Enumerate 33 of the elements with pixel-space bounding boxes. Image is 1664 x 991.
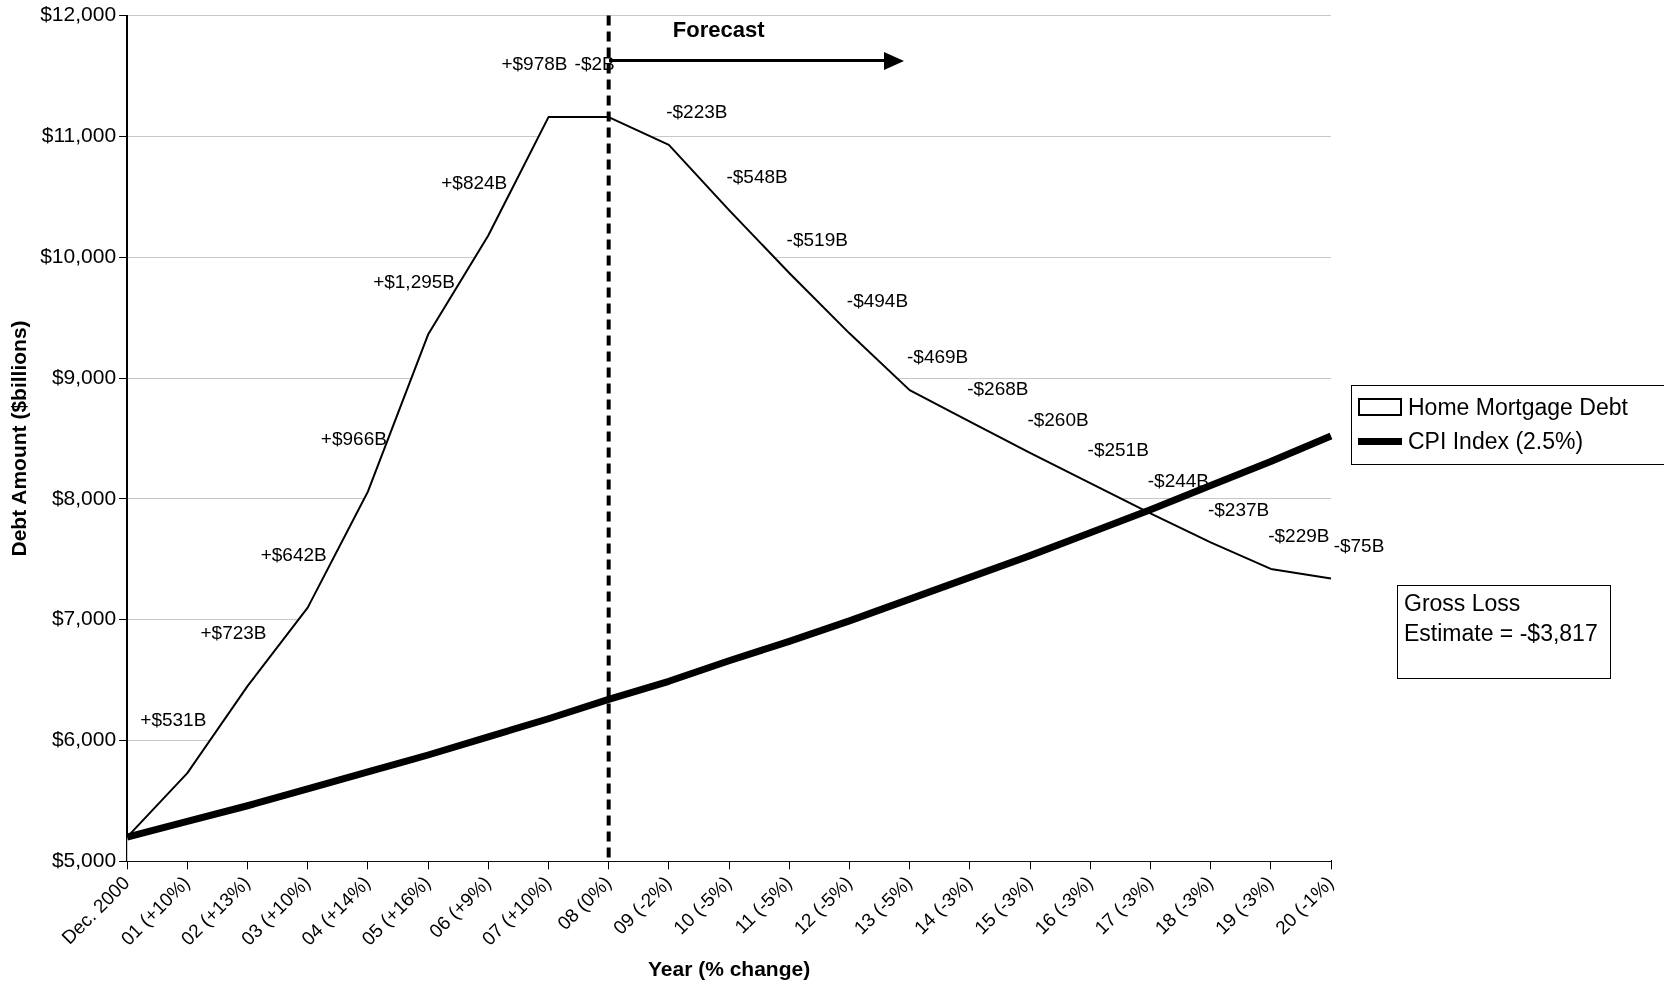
- ref-line-label: Forecast: [672, 16, 766, 42]
- annotation: -$494B: [846, 289, 909, 311]
- annotation: +$966B: [320, 427, 387, 449]
- annotation: +$723B: [200, 622, 267, 644]
- annotation: +$1,295B: [373, 270, 456, 292]
- y-tick-label: $7,000: [51, 606, 117, 630]
- annotation: -$251B: [1087, 439, 1149, 461]
- annotation: +$978B: [501, 53, 568, 75]
- annotation: -$244B: [1147, 469, 1210, 491]
- y-tick-label: $6,000: [51, 727, 117, 751]
- annotation: -$237B: [1207, 498, 1270, 520]
- annotation: -$75B: [1333, 534, 1385, 556]
- annotation: +$642B: [260, 543, 327, 565]
- legend-label: CPI Index (2.5%): [1408, 427, 1584, 455]
- y-tick-label: $5,000: [51, 848, 117, 872]
- text: Gross Loss Estimate = -$3,817: [1397, 585, 1611, 679]
- y-tick-label: $11,000: [41, 123, 117, 147]
- annotation: -$268B: [967, 377, 1029, 399]
- annotation: -$548B: [726, 166, 788, 188]
- y-axis-title: Debt Amount ($billions): [7, 320, 31, 557]
- annotation: -$260B: [1027, 409, 1089, 431]
- annotation: +$824B: [441, 171, 508, 193]
- y-tick-label: $9,000: [51, 364, 117, 388]
- annotation: -$519B: [786, 229, 848, 251]
- y-tick-label: $12,000: [40, 2, 117, 26]
- annotation: +$531B: [140, 709, 207, 731]
- annotation: -$223B: [666, 101, 728, 123]
- x-axis-title: Year (% change): [647, 957, 811, 981]
- y-tick-label: $10,000: [40, 244, 117, 268]
- annotation: -$469B: [907, 346, 969, 368]
- legend-label: Home Mortgage Debt: [1408, 393, 1628, 421]
- y-tick-label: $8,000: [51, 485, 117, 509]
- annotation: -$229B: [1268, 525, 1330, 547]
